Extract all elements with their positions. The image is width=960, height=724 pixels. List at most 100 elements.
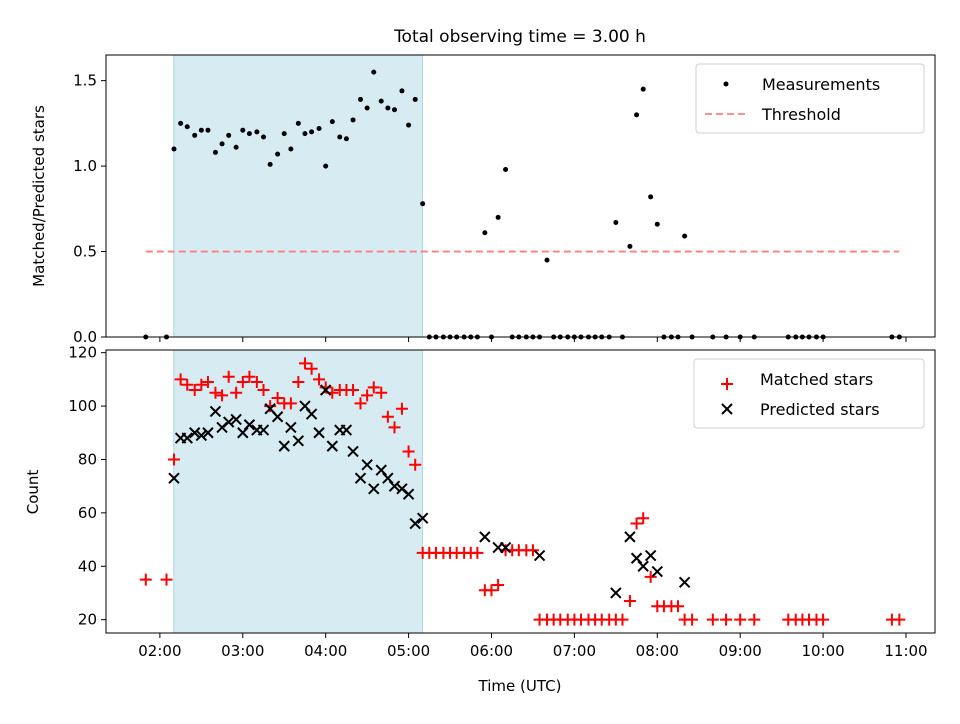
measurement-point bbox=[358, 96, 364, 102]
matched-star-point bbox=[195, 378, 208, 391]
measurement-point bbox=[634, 112, 640, 118]
count-x-tick-label: 02:00 bbox=[138, 642, 181, 660]
matched-star-point bbox=[893, 613, 906, 626]
matched-star-point bbox=[623, 594, 636, 607]
measurement-point bbox=[240, 127, 246, 133]
count-x-tick-label: 07:00 bbox=[553, 642, 596, 660]
count-y-tick-label: 120 bbox=[68, 344, 97, 362]
count-y-tick-label: 80 bbox=[78, 450, 97, 468]
matched-star-point bbox=[471, 546, 484, 559]
predicted-star-point bbox=[610, 587, 622, 599]
ratio-panel: 0.0 0.5 1.0 1.5 Matched/Predicted stars Mea… bbox=[30, 54, 936, 346]
measurement-point bbox=[613, 219, 619, 225]
matched-star-point bbox=[139, 573, 152, 586]
measurement-point bbox=[309, 129, 315, 135]
measurement-point bbox=[682, 233, 688, 239]
count-x-tick-label: 03:00 bbox=[221, 642, 264, 660]
ratio-y-axis-label: Matched/Predicted stars bbox=[30, 105, 48, 287]
predicted-star-point bbox=[230, 413, 242, 426]
measurement-point bbox=[391, 107, 397, 113]
matched-star-point bbox=[243, 370, 256, 383]
measurement-point bbox=[254, 129, 260, 135]
measurement-point bbox=[261, 134, 267, 140]
legend-matched-label: Matched stars bbox=[760, 370, 873, 389]
measurement-point bbox=[226, 132, 232, 138]
predicted-star-point bbox=[361, 459, 373, 471]
matched-star-point bbox=[748, 613, 761, 626]
predicted-star-point bbox=[624, 531, 636, 543]
figure-title: Total observing time = 3.00 h bbox=[393, 27, 646, 47]
measurement-point bbox=[205, 127, 211, 133]
measurement-point bbox=[406, 122, 412, 128]
measurement-point bbox=[343, 136, 349, 142]
matched-star-point bbox=[402, 445, 415, 458]
predicted-star-point bbox=[181, 432, 193, 444]
predicted-star-point bbox=[637, 560, 649, 572]
matched-star-point bbox=[298, 357, 311, 370]
matched-star-point bbox=[526, 544, 539, 557]
measurement-point bbox=[198, 127, 204, 133]
measurement-point bbox=[378, 98, 384, 104]
matched-star-point bbox=[817, 613, 830, 626]
count-axes-frame bbox=[105, 349, 936, 634]
predicted-star-point bbox=[340, 424, 353, 436]
predicted-star-point bbox=[209, 405, 222, 418]
measurement-point bbox=[544, 257, 550, 263]
measurement-point bbox=[412, 96, 418, 102]
measurement-point bbox=[648, 194, 654, 200]
predicted-star-point bbox=[202, 427, 214, 439]
ratio-legend: Measurements Threshold bbox=[695, 63, 925, 134]
predicted-star-point bbox=[347, 445, 359, 458]
matched-star-point bbox=[167, 453, 180, 466]
measurement-point bbox=[275, 151, 281, 157]
predicted-star-point bbox=[533, 549, 546, 562]
matched-star-point bbox=[706, 613, 719, 626]
matched-star-point bbox=[734, 613, 747, 626]
matched-star-point bbox=[257, 384, 270, 397]
matched-star-point bbox=[174, 373, 187, 386]
matched-star-point bbox=[381, 410, 394, 423]
measurement-point bbox=[640, 86, 646, 92]
matched-star-point bbox=[672, 600, 685, 613]
measurement-point bbox=[178, 120, 184, 126]
measurement-point bbox=[192, 132, 198, 138]
legend-threshold-label: Threshold bbox=[761, 105, 841, 124]
matched-star-point bbox=[637, 512, 650, 525]
predicted-star-point bbox=[257, 424, 270, 436]
measurement-point bbox=[503, 167, 509, 173]
matched-star-point bbox=[686, 613, 699, 626]
matched-star-point bbox=[644, 570, 657, 583]
legend-measurements-label: Measurements bbox=[762, 75, 880, 94]
measurement-point bbox=[323, 163, 329, 169]
count-y-tick-label: 60 bbox=[78, 504, 97, 522]
predicted-star-point bbox=[188, 427, 201, 439]
predicted-star-point bbox=[354, 472, 367, 484]
matched-star-point bbox=[181, 378, 194, 391]
predicted-star-point bbox=[305, 408, 318, 420]
count-panel: 20 40 60 80 100 120 02:00 03:00 04:00 05:00 06:00… bbox=[24, 344, 936, 695]
matched-star-point bbox=[160, 573, 173, 586]
matched-star-point bbox=[236, 376, 249, 389]
ratio-y-tick-label: 1.5 bbox=[73, 72, 97, 90]
measurement-point bbox=[184, 124, 190, 130]
count-x-ticks: 02:00 03:00 04:00 05:00 06:00 07:00 08:00 09:00… bbox=[138, 633, 928, 660]
ratio-y-ticks: 0.0 0.5 1.0 1.5 bbox=[73, 72, 106, 346]
ratio-highlight-span bbox=[173, 54, 423, 338]
matched-star-point bbox=[492, 578, 505, 591]
predicted-star-point bbox=[388, 480, 401, 492]
measurement-point bbox=[233, 144, 239, 150]
matched-star-point bbox=[305, 362, 318, 375]
matched-star-point bbox=[388, 421, 401, 434]
ratio-x-ticks bbox=[159, 337, 907, 342]
count-y-tick-label: 100 bbox=[68, 397, 97, 415]
matched-star-point bbox=[409, 458, 422, 471]
measurement-point bbox=[329, 119, 335, 125]
measurement-point bbox=[654, 221, 660, 227]
count-y-tick-label: 20 bbox=[78, 611, 97, 629]
ratio-y-tick-label: 1.0 bbox=[73, 157, 97, 175]
matched-star-point bbox=[313, 373, 326, 386]
predicted-star-point bbox=[402, 488, 415, 500]
measurement-point bbox=[350, 117, 356, 123]
matched-star-point bbox=[354, 397, 367, 410]
